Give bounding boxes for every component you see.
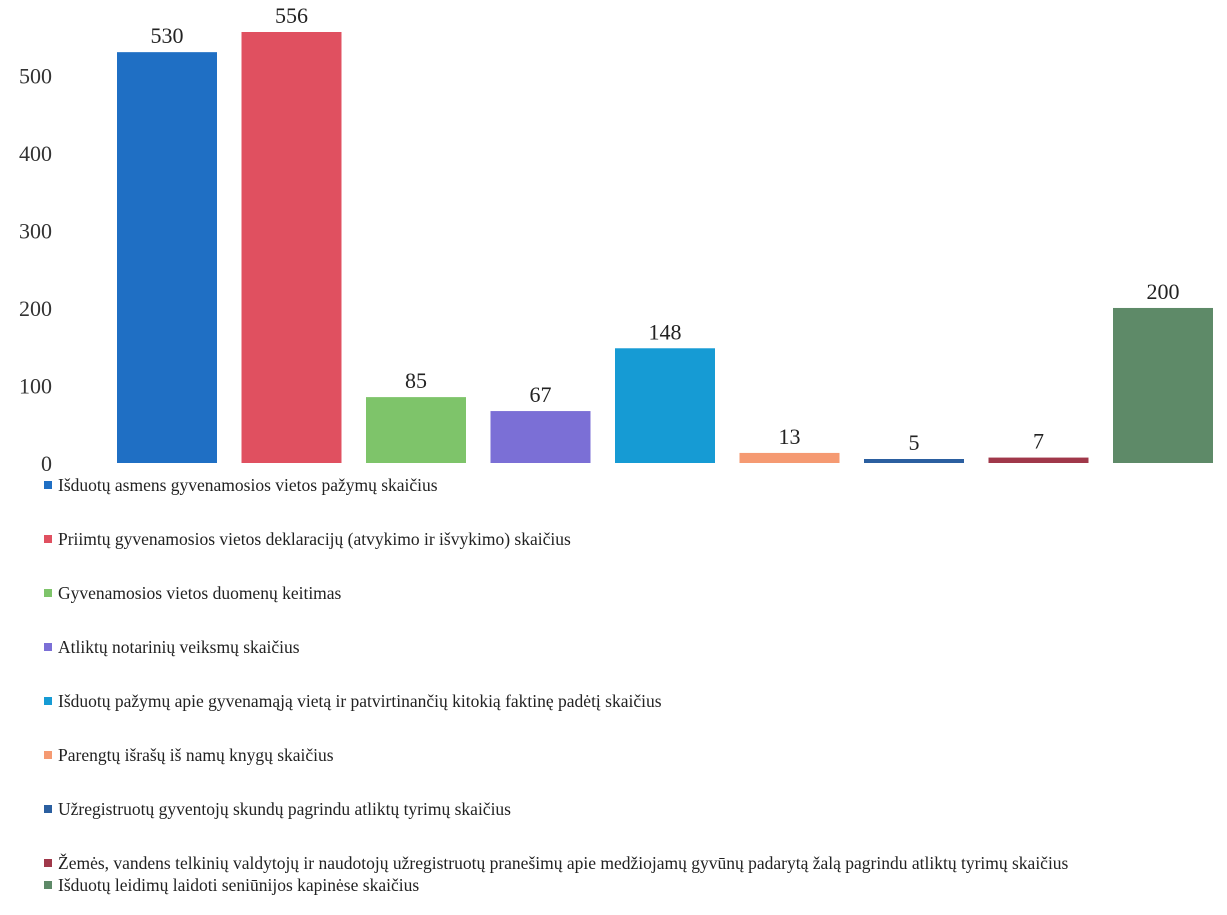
legend-swatch: [44, 859, 52, 867]
legend-swatch: [44, 697, 52, 705]
data-labels: 530 556 85 67 148 13 5 7 200: [151, 3, 1180, 455]
data-label: 5: [909, 430, 920, 455]
legend-item: Žemės, vandens telkinių valdytojų ir nau…: [44, 854, 1219, 873]
y-axis: 0 100 200 300 400 500: [19, 63, 52, 476]
legend-label: Žemės, vandens telkinių valdytojų ir nau…: [58, 853, 1069, 873]
y-tick-label: 200: [19, 296, 52, 321]
bar: [490, 411, 591, 463]
bar: [739, 452, 840, 463]
bar: [615, 348, 715, 463]
bar-chart: 0 100 200 300 400 500 530 556 85 67 148 13 5 7 200: [19, 3, 1213, 476]
legend-swatch: [44, 589, 52, 597]
legend-item: Užregistruotų gyventojų skundų pagrindu …: [44, 800, 1219, 819]
data-label: 85: [405, 368, 427, 393]
legend-item: Išduotų leidimų laidoti seniūnijos kapin…: [44, 876, 1219, 895]
legend-swatch: [44, 481, 52, 489]
bar: [366, 397, 466, 463]
y-tick-label: 0: [41, 451, 52, 476]
legend-label: Priimtų gyvenamosios vietos deklaracijų …: [58, 529, 571, 549]
legend-label: Parengtų išrašų iš namų knygų skaičius: [58, 745, 334, 765]
y-tick-label: 400: [19, 141, 52, 166]
legend-label: Išduotų leidimų laidoti seniūnijos kapin…: [58, 875, 420, 895]
data-label: 7: [1033, 429, 1044, 454]
legend-item: Priimtų gyvenamosios vietos deklaracijų …: [44, 530, 1219, 549]
bar: [1113, 307, 1213, 463]
legend-label: Atliktų notarinių veiksmų skaičius: [58, 637, 300, 657]
legend-swatch: [44, 643, 52, 651]
bars: [117, 32, 1213, 464]
y-tick-label: 100: [19, 373, 52, 398]
legend-label: Užregistruotų gyventojų skundų pagrindu …: [58, 799, 511, 819]
legend-label: Išduotų asmens gyvenamosios vietos pažym…: [58, 475, 438, 495]
legend-item: Atliktų notarinių veiksmų skaičius: [44, 638, 1219, 657]
data-label: 200: [1147, 279, 1180, 304]
data-label: 148: [649, 319, 682, 344]
legend-item: Parengtų išrašų iš namų knygų skaičius: [44, 746, 1219, 765]
legend-swatch: [44, 805, 52, 813]
legend-label: Išduotų pažymų apie gyvenamąją vietą ir …: [58, 691, 662, 711]
bar: [864, 459, 964, 463]
bar: [117, 52, 217, 464]
legend-swatch: [44, 751, 52, 759]
legend-item: Išduotų pažymų apie gyvenamąją vietą ir …: [44, 692, 1219, 711]
data-label: 556: [275, 3, 308, 28]
bar: [988, 457, 1089, 463]
legend-swatch: [44, 535, 52, 543]
data-label: 67: [530, 382, 552, 407]
y-tick-label: 300: [19, 218, 52, 243]
legend-label: Gyvenamosios vietos duomenų keitimas: [58, 583, 342, 603]
data-label: 13: [779, 424, 801, 449]
data-label: 530: [151, 23, 184, 48]
bar: [241, 32, 342, 463]
legend-item: Išduotų asmens gyvenamosios vietos pažym…: [44, 476, 1219, 495]
legend-item: Gyvenamosios vietos duomenų keitimas: [44, 584, 1219, 603]
legend: Išduotų asmens gyvenamosios vietos pažym…: [44, 476, 1219, 895]
legend-swatch: [44, 881, 52, 889]
y-tick-label: 500: [19, 63, 52, 88]
